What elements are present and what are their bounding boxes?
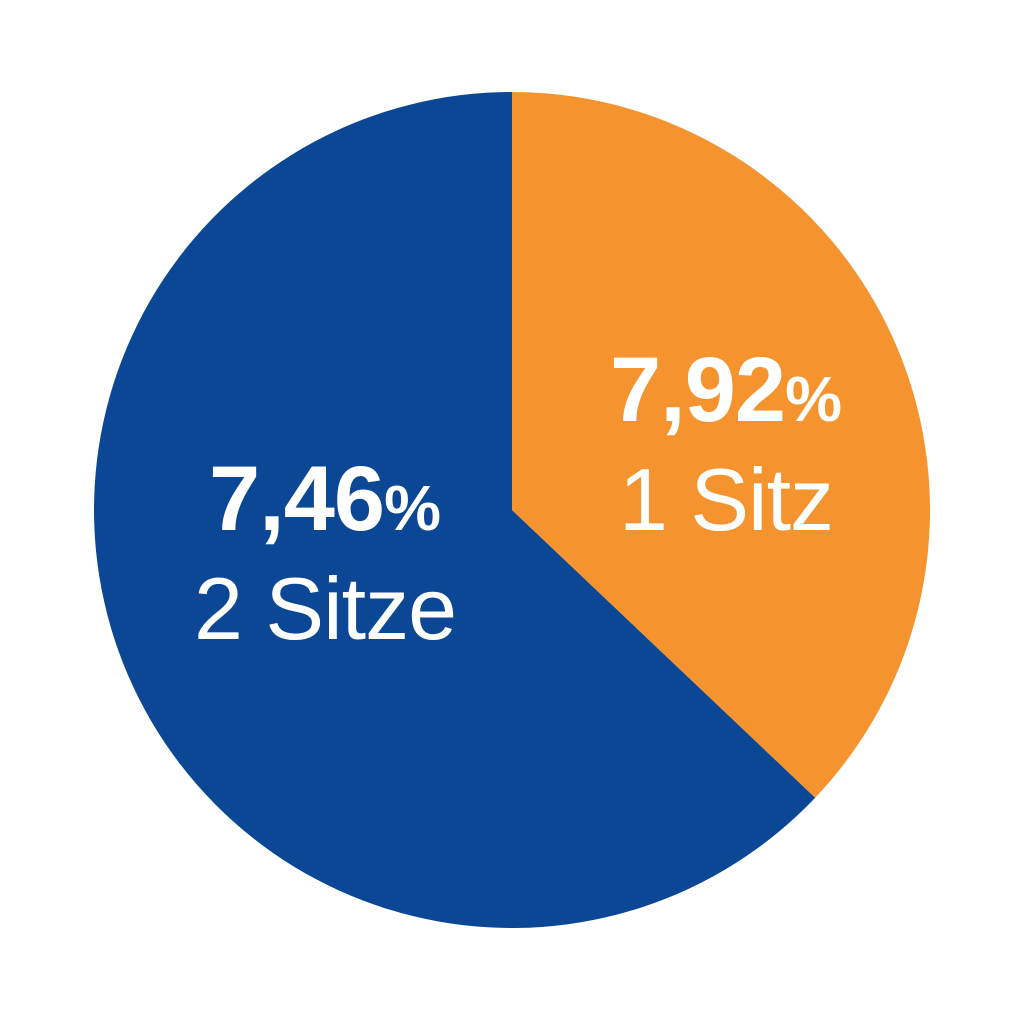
- pie-slice-label-1-sitz: 7,92% 1 Sitz: [566, 344, 886, 544]
- pie-slice-1-sitz[interactable]: [512, 92, 931, 798]
- pie-slice-value-2-sitze: 7,46%: [165, 453, 485, 545]
- pie-slice-percent-number-2-sitze: 7,46: [209, 448, 385, 550]
- pie-slice-value-1-sitz: 7,92%: [566, 344, 886, 436]
- pie-slice-label-2-sitze: 7,46% 2 Sitze: [165, 453, 485, 653]
- percent-symbol-icon: %: [384, 472, 441, 544]
- pie-slice-percent-number-1-sitz: 7,92: [610, 339, 786, 441]
- percent-symbol-icon: %: [785, 363, 842, 435]
- pie-slice-seats-2-sitze: 2 Sitze: [193, 559, 457, 658]
- pie-slice-2-sitze[interactable]: [94, 92, 816, 929]
- pie-slice-seats-1-sitz: 1 Sitz: [618, 450, 834, 549]
